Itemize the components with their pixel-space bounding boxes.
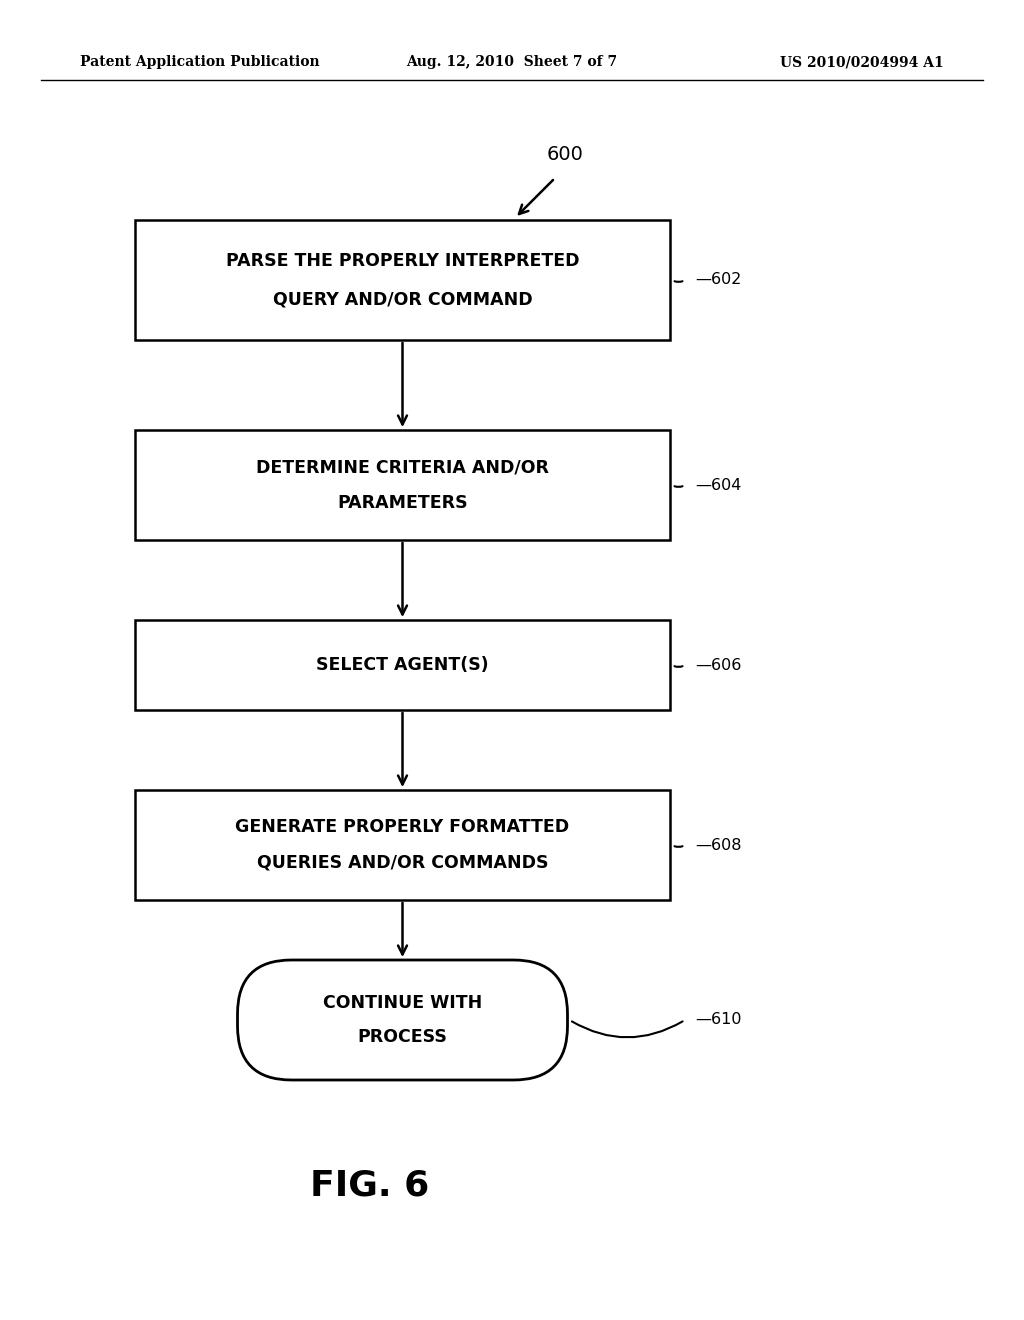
Text: FIG. 6: FIG. 6 [310, 1168, 430, 1203]
FancyBboxPatch shape [238, 960, 567, 1080]
Text: PROCESS: PROCESS [357, 1028, 447, 1045]
FancyBboxPatch shape [135, 789, 670, 900]
Text: US 2010/0204994 A1: US 2010/0204994 A1 [780, 55, 944, 69]
Text: 600: 600 [547, 145, 584, 165]
Text: CONTINUE WITH: CONTINUE WITH [323, 994, 482, 1012]
Text: Aug. 12, 2010  Sheet 7 of 7: Aug. 12, 2010 Sheet 7 of 7 [407, 55, 617, 69]
FancyBboxPatch shape [135, 430, 670, 540]
Text: —604: —604 [695, 478, 741, 492]
Text: SELECT AGENT(S): SELECT AGENT(S) [316, 656, 488, 675]
Text: —608: —608 [695, 837, 741, 853]
Text: —602: —602 [695, 272, 741, 288]
Text: PARAMETERS: PARAMETERS [337, 494, 468, 512]
Text: GENERATE PROPERLY FORMATTED: GENERATE PROPERLY FORMATTED [236, 818, 569, 837]
FancyBboxPatch shape [135, 620, 670, 710]
FancyBboxPatch shape [135, 220, 670, 341]
Text: DETERMINE CRITERIA AND/OR: DETERMINE CRITERIA AND/OR [256, 458, 549, 477]
Text: QUERIES AND/OR COMMANDS: QUERIES AND/OR COMMANDS [257, 854, 548, 871]
Text: —606: —606 [695, 657, 741, 672]
Text: Patent Application Publication: Patent Application Publication [80, 55, 319, 69]
Text: QUERY AND/OR COMMAND: QUERY AND/OR COMMAND [272, 290, 532, 308]
Text: —610: —610 [695, 1012, 741, 1027]
Text: PARSE THE PROPERLY INTERPRETED: PARSE THE PROPERLY INTERPRETED [225, 252, 580, 269]
